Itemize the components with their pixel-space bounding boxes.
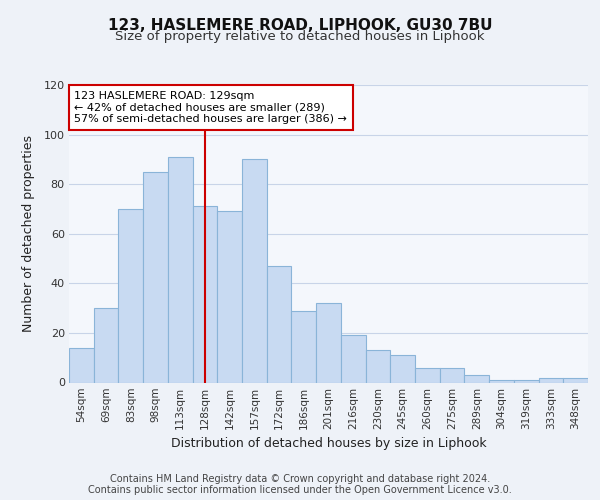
Text: 123, HASLEMERE ROAD, LIPHOOK, GU30 7BU: 123, HASLEMERE ROAD, LIPHOOK, GU30 7BU bbox=[108, 18, 492, 32]
Bar bbox=[440, 368, 464, 382]
Y-axis label: Number of detached properties: Number of detached properties bbox=[22, 135, 35, 332]
Bar bbox=[316, 303, 341, 382]
Bar bbox=[242, 160, 267, 382]
Bar bbox=[514, 380, 539, 382]
Bar bbox=[365, 350, 390, 382]
X-axis label: Distribution of detached houses by size in Liphook: Distribution of detached houses by size … bbox=[170, 437, 487, 450]
Bar bbox=[563, 378, 588, 382]
Bar bbox=[539, 378, 563, 382]
Bar bbox=[94, 308, 118, 382]
Bar bbox=[341, 336, 365, 382]
Bar bbox=[489, 380, 514, 382]
Bar bbox=[118, 209, 143, 382]
Bar bbox=[217, 212, 242, 382]
Text: Contains HM Land Registry data © Crown copyright and database right 2024.: Contains HM Land Registry data © Crown c… bbox=[110, 474, 490, 484]
Bar bbox=[464, 375, 489, 382]
Bar bbox=[415, 368, 440, 382]
Bar bbox=[168, 157, 193, 382]
Bar bbox=[390, 355, 415, 382]
Bar bbox=[267, 266, 292, 382]
Text: Contains public sector information licensed under the Open Government Licence v3: Contains public sector information licen… bbox=[88, 485, 512, 495]
Bar bbox=[193, 206, 217, 382]
Bar bbox=[143, 172, 168, 382]
Text: Size of property relative to detached houses in Liphook: Size of property relative to detached ho… bbox=[115, 30, 485, 43]
Bar bbox=[69, 348, 94, 382]
Bar bbox=[292, 310, 316, 382]
Text: 123 HASLEMERE ROAD: 129sqm
← 42% of detached houses are smaller (289)
57% of sem: 123 HASLEMERE ROAD: 129sqm ← 42% of deta… bbox=[74, 91, 347, 124]
